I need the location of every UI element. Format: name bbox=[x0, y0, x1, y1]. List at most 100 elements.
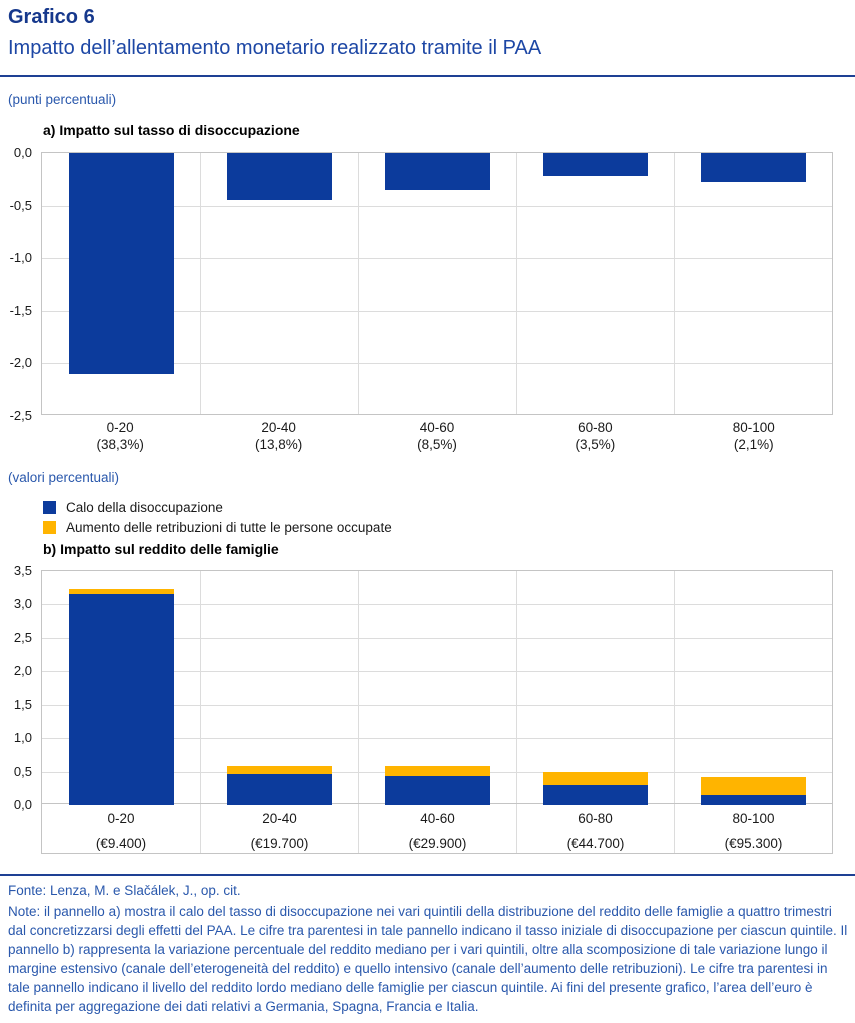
category-sublabel: (€9.400) bbox=[95, 836, 147, 851]
bar-segment-40-60 bbox=[384, 776, 490, 805]
column-separator bbox=[674, 571, 675, 803]
gridline bbox=[42, 258, 832, 259]
figure-number: Grafico 6 bbox=[8, 6, 95, 28]
category-name: 80-100 bbox=[732, 420, 775, 435]
source-line: Fonte: Lenza, M. e Slačálek, J., op. cit… bbox=[8, 883, 241, 898]
legend-swatch-wages-icon bbox=[43, 521, 56, 534]
category-name: 20-40 bbox=[261, 420, 296, 435]
gridline bbox=[42, 738, 832, 739]
category-name: 20-40 bbox=[262, 811, 297, 826]
bar-0-20 bbox=[68, 153, 174, 374]
gridline bbox=[42, 604, 832, 605]
x-axis-labels: 0-20 (€9.400) 20-40 (€19.700) 40-60 (€29.900)… bbox=[41, 804, 833, 854]
category-sublabel: (€95.300) bbox=[724, 836, 783, 851]
plot-area-a bbox=[41, 152, 833, 415]
y-tick-label: -1,0 bbox=[9, 250, 32, 266]
category-label: 60-80 (€44.700) bbox=[516, 804, 674, 853]
bar-60-80 bbox=[542, 153, 648, 177]
footer-rule bbox=[0, 874, 855, 876]
category-name: 60-80 bbox=[578, 811, 613, 826]
bar-20-40 bbox=[226, 153, 332, 201]
column-separator bbox=[674, 153, 675, 414]
y-tick-label: 1,0 bbox=[13, 730, 32, 746]
category-sublabel: (13,8%) bbox=[254, 437, 303, 452]
category-name: 40-60 bbox=[420, 811, 455, 826]
y-tick-label: -0,5 bbox=[9, 197, 32, 213]
bar-segment-0-20 bbox=[68, 594, 174, 805]
category-label: 80-100 (€95.300) bbox=[674, 804, 832, 853]
gridline bbox=[42, 206, 832, 207]
column-separator bbox=[358, 153, 359, 414]
bar-segment-40-60 bbox=[384, 766, 490, 777]
category-name: 60-80 bbox=[578, 420, 613, 435]
legend-item-wages: Aumento delle retribuzioni di tutte le p… bbox=[43, 520, 392, 535]
category-name: 0-20 bbox=[107, 811, 135, 826]
category-label: 40-60 (€29.900) bbox=[358, 804, 516, 853]
column-separator bbox=[200, 153, 201, 414]
y-tick-label: 0,0 bbox=[13, 797, 32, 812]
bar-segment-20-40 bbox=[226, 766, 332, 774]
header-rule bbox=[0, 75, 855, 77]
y-tick-label: 3,0 bbox=[13, 596, 32, 612]
legend: Calo della disoccupazione Aumento delle … bbox=[43, 500, 392, 540]
bar-segment-0-20 bbox=[68, 589, 174, 595]
gridline bbox=[42, 363, 832, 364]
bar-segment-20-40 bbox=[226, 773, 332, 805]
plot-area-b bbox=[41, 570, 833, 805]
gridline bbox=[42, 705, 832, 706]
legend-label-wages: Aumento delle retribuzioni di tutte le p… bbox=[66, 520, 392, 535]
panel-b-unit-label: (valori percentuali) bbox=[8, 470, 120, 485]
bar-segment-60-80 bbox=[542, 772, 648, 785]
category-sublabel: (2,1%) bbox=[733, 437, 774, 452]
y-tick-label: 2,5 bbox=[13, 629, 32, 645]
category-name: 0-20 bbox=[106, 420, 134, 435]
column-separator bbox=[200, 571, 201, 803]
bar-segment-80-100 bbox=[700, 794, 806, 805]
panel-b-chart: 3,5 3,0 2,5 2,0 1,5 1,0 0,5 0,0 0-20 (€9.400) 20-4… bbox=[0, 563, 855, 860]
gridline bbox=[42, 311, 832, 312]
category-sublabel: (8,5%) bbox=[417, 437, 457, 452]
column-separator bbox=[516, 571, 517, 803]
category-sublabel: (€19.700) bbox=[250, 836, 309, 851]
y-tick-label: -2,0 bbox=[9, 355, 32, 371]
y-tick-label: 2,0 bbox=[13, 663, 32, 679]
y-tick-label: -1,5 bbox=[9, 302, 32, 318]
category-label: 60-80 (3,5%) bbox=[516, 420, 674, 452]
category-sublabel: (38,3%) bbox=[96, 437, 144, 452]
y-tick-label: -2,5 bbox=[9, 408, 32, 423]
category-label: 80-100 (2,1%) bbox=[675, 420, 833, 452]
y-tick-label: 1,5 bbox=[13, 696, 32, 712]
legend-swatch-unemployment-icon bbox=[43, 501, 56, 514]
bar-segment-60-80 bbox=[542, 784, 648, 805]
category-label: 40-60 (8,5%) bbox=[358, 420, 516, 452]
bar-80-100 bbox=[700, 153, 806, 183]
category-label: 20-40 (€19.700) bbox=[200, 804, 358, 853]
category-label: 0-20 (38,3%) bbox=[41, 420, 199, 452]
legend-label-unemployment: Calo della disoccupazione bbox=[66, 500, 223, 515]
legend-item-unemployment: Calo della disoccupazione bbox=[43, 500, 392, 515]
bar-40-60 bbox=[384, 153, 490, 190]
y-tick-label: 3,5 bbox=[13, 563, 32, 578]
category-sublabel: (3,5%) bbox=[575, 437, 616, 452]
gridline bbox=[42, 671, 832, 672]
panel-a-chart: 0,0 -0,5 -1,0 -1,5 -2,0 -2,5 0-20 (38,3%) 20-40 (… bbox=[0, 145, 855, 470]
notes-text: Note: il pannello a) mostra il calo del … bbox=[8, 904, 848, 1014]
category-label: 20-40 (13,8%) bbox=[199, 420, 357, 452]
column-separator bbox=[358, 571, 359, 803]
category-sublabel: (€44.700) bbox=[566, 836, 625, 851]
y-tick-label: 0,5 bbox=[13, 763, 32, 779]
category-label: 0-20 (€9.400) bbox=[42, 804, 200, 853]
category-name: 80-100 bbox=[732, 811, 775, 826]
category-sublabel: (€29.900) bbox=[408, 836, 467, 851]
column-separator bbox=[516, 153, 517, 414]
gridline bbox=[42, 638, 832, 639]
y-tick-label: 0,0 bbox=[13, 145, 32, 160]
figure-title: Impatto dell’allentamento monetario real… bbox=[8, 37, 542, 59]
panel-a-heading: a) Impatto sul tasso di disoccupazione bbox=[43, 122, 300, 138]
panel-b-heading: b) Impatto sul reddito delle famiglie bbox=[43, 541, 279, 557]
category-name: 40-60 bbox=[419, 420, 455, 435]
bar-segment-80-100 bbox=[700, 776, 806, 795]
panel-a-unit-label: (punti percentuali) bbox=[8, 92, 117, 107]
x-axis-labels: 0-20 (38,3%) 20-40 (13,8%) 40-60 (8,5%) 60-80 (… bbox=[41, 420, 833, 452]
